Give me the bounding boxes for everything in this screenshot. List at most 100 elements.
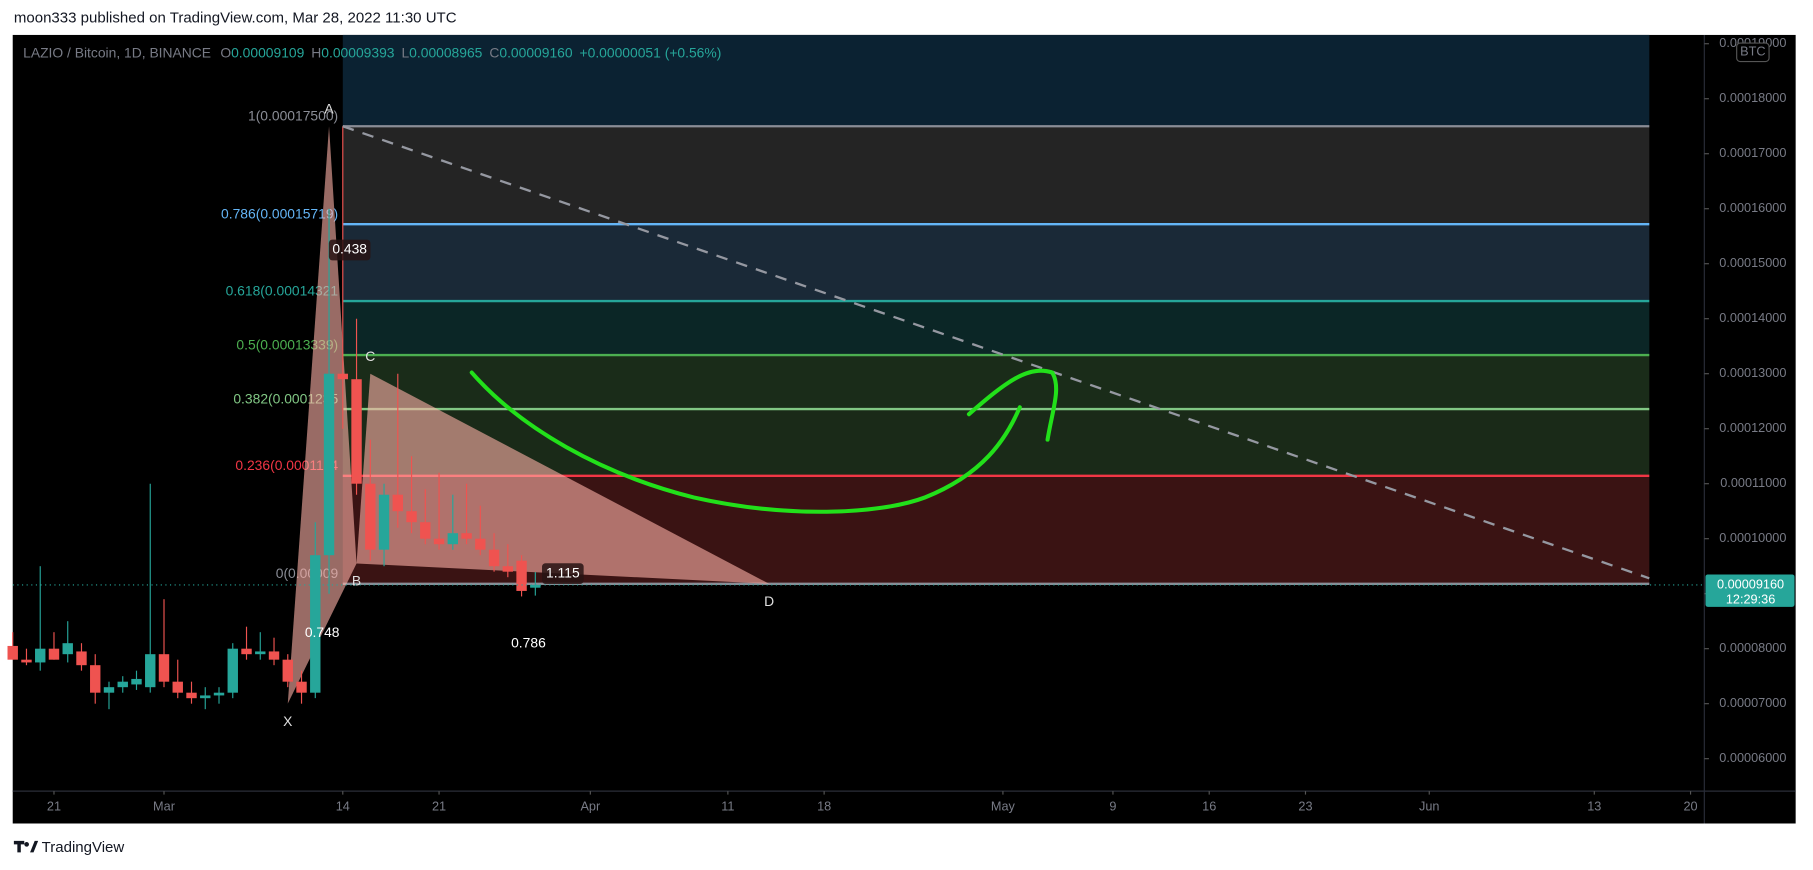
- pattern-ratio: 0.748: [305, 624, 340, 640]
- ratio-box: [328, 239, 371, 261]
- candle-body: [241, 648, 252, 655]
- candle-body: [392, 494, 404, 512]
- candle-body: [158, 654, 170, 682]
- candle-body: [488, 549, 500, 567]
- legend-value: 0.00008965: [409, 44, 483, 60]
- pattern-triangle: [356, 373, 770, 584]
- y-tick-label: 0.00007000: [1719, 695, 1786, 710]
- x-tick-label: 13: [1587, 799, 1601, 814]
- legend-change: +0.00000051 (+0.56%): [580, 44, 722, 60]
- pattern-point-label: C: [365, 348, 375, 364]
- legend-key: C: [489, 44, 499, 60]
- x-tick-label: Jun: [1419, 799, 1439, 814]
- y-tick-label: 0.00015000: [1719, 255, 1786, 270]
- candle-body: [7, 645, 18, 660]
- candle-body: [310, 555, 321, 693]
- x-tick-label: Mar: [153, 799, 176, 814]
- candle-body: [351, 379, 362, 484]
- pattern-ratio: 1.115: [546, 564, 580, 580]
- candle-body: [35, 648, 46, 663]
- candle-body: [186, 692, 197, 699]
- fib-label: 0.618(0.00014321: [226, 282, 339, 298]
- legend-value: 0.00009393: [321, 44, 395, 60]
- candle-body: [131, 678, 142, 685]
- candle-body: [323, 373, 335, 556]
- candle-body: [62, 643, 73, 655]
- x-tick-label: Apr: [580, 799, 601, 814]
- y-tick-label: 0.00016000: [1719, 200, 1786, 215]
- x-tick-label: 21: [47, 799, 61, 814]
- drawn-arrow-head: [966, 368, 1059, 442]
- candle-body: [76, 651, 87, 666]
- fib-band: [342, 126, 1650, 225]
- x-tick-label: May: [991, 799, 1016, 814]
- x-tick-label: 14: [336, 799, 350, 814]
- candle-body: [268, 651, 280, 660]
- candle-body: [365, 483, 376, 550]
- x-tick-label: 18: [817, 799, 831, 814]
- pattern-ratio: 0.786: [511, 634, 546, 650]
- x-tick-label: 9: [1109, 799, 1116, 814]
- legend-value: 0.00009160: [499, 44, 573, 60]
- y-tick-label: 0.00006000: [1719, 750, 1786, 765]
- price-tag-countdown: 12:29:36: [1726, 591, 1775, 606]
- drawn-arrow: [469, 370, 1022, 514]
- candle-body: [255, 651, 266, 655]
- candle-body: [145, 654, 156, 688]
- candle-body: [200, 695, 211, 699]
- legend-key: H: [311, 44, 321, 60]
- legend: LAZIO / Bitcoin, 1D, BINANCE O0.00009109 H…: [23, 44, 721, 60]
- candle-body: [90, 665, 101, 693]
- fib-band: [342, 301, 1650, 356]
- legend-value: 0.00009109: [231, 44, 305, 60]
- currency: BTC: [1740, 44, 1765, 59]
- footer: TradingView: [42, 839, 125, 856]
- x-tick-label: 21: [432, 799, 446, 814]
- currency-box: [1736, 42, 1770, 63]
- x-tick-label: 23: [1298, 799, 1312, 814]
- tradingview-logo: [13, 840, 39, 853]
- candle-body: [502, 566, 514, 572]
- fib-band: [342, 224, 1650, 302]
- y-tick-label: 0.00011000: [1720, 475, 1786, 490]
- fib-top-band: [342, 34, 1650, 127]
- pattern-triangle: [287, 126, 357, 704]
- candle-body: [172, 681, 183, 693]
- x-tick-label: 16: [1202, 799, 1216, 814]
- x-tick-label: 11: [721, 799, 734, 814]
- legend-key: O: [220, 44, 231, 60]
- candle-body: [117, 681, 128, 688]
- ratio-box: [542, 563, 584, 585]
- pattern-point-label: A: [324, 101, 334, 117]
- candle-body: [213, 692, 225, 696]
- candle-body: [103, 687, 115, 693]
- pattern-point-label: X: [283, 713, 292, 729]
- fib-band: [342, 355, 1650, 410]
- legend-symbol: LAZIO / Bitcoin, 1D, BINANCE: [23, 44, 211, 60]
- x-tick-label: 20: [1683, 799, 1697, 814]
- candle-body: [21, 659, 32, 663]
- candle-body: [227, 648, 238, 693]
- legend-key: L: [401, 44, 409, 60]
- candle-body: [433, 538, 445, 545]
- candle-body: [420, 522, 431, 539]
- header: moon333 published on TradingView.com, Ma…: [14, 10, 457, 27]
- y-tick-label: 0.00008000: [1719, 640, 1786, 655]
- y-tick-label: 0.00018000: [1719, 90, 1786, 105]
- candle-body: [378, 494, 390, 550]
- candle-body: [475, 538, 486, 550]
- candle-body: [406, 511, 417, 523]
- price-tag-value: 0.00009160: [1717, 576, 1784, 591]
- pattern-point-label: B: [352, 573, 361, 589]
- pattern-ratio: 0.438: [332, 241, 367, 257]
- fib-label: 0.786(0.00015719): [221, 206, 338, 222]
- y-tick-label: 0.00017000: [1719, 145, 1786, 160]
- y-tick-label: 0.00010000: [1719, 530, 1786, 545]
- candle-body: [461, 533, 472, 539]
- y-tick-label: 0.00012000: [1719, 420, 1786, 435]
- y-tick-label: 0.00014000: [1719, 310, 1786, 325]
- candle-body: [48, 648, 60, 660]
- candle-body: [447, 533, 459, 545]
